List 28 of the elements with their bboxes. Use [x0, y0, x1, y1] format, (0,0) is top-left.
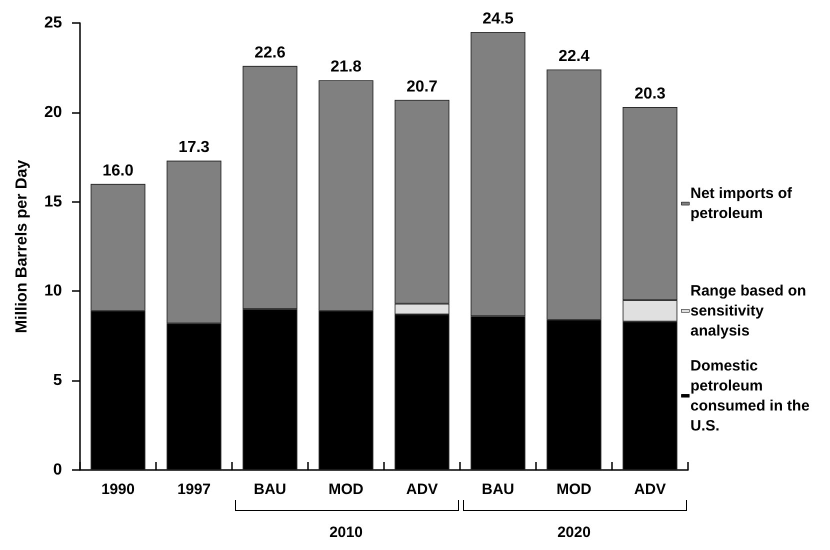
y-axis-title: Million Barrels per Day	[14, 160, 30, 334]
y-tick-label: 15	[44, 193, 62, 210]
total-label: 16.0	[102, 162, 134, 180]
total-label: 24.5	[482, 10, 514, 28]
total-label: 20.7	[406, 78, 438, 96]
x-tick-label: 1990	[101, 481, 135, 498]
text: 2010	[329, 524, 363, 541]
x-tick-label: 1997	[177, 481, 211, 498]
x-tick-label: ADV	[406, 481, 438, 498]
y-tick-label: 25	[44, 14, 62, 32]
total-label: 20.3	[634, 86, 666, 103]
x-tick-label: ADV	[634, 481, 666, 498]
total-label: 22.4	[558, 48, 590, 65]
y-tick-label: 10	[44, 282, 62, 300]
y-tick-label: 5	[53, 372, 62, 390]
legend-label: Range based on sensitivity analysis	[690, 282, 810, 340]
total-label: 17.3	[178, 139, 210, 156]
y-tick-label: 0	[53, 462, 62, 478]
x-tick-label: MOD	[556, 481, 592, 498]
x-tick-label: BAU	[482, 481, 514, 498]
legend-label: Net imports of petroleum	[690, 185, 796, 222]
y-tick-label: 20	[44, 104, 62, 121]
total-label: 21.8	[330, 58, 362, 76]
total-label: 22.6	[254, 44, 286, 62]
text: 2020	[557, 524, 591, 541]
x-tick-label: BAU	[254, 481, 286, 498]
legend-label: Domestic petroleum consumed in the U.S.	[690, 357, 814, 434]
x-tick-label: MOD	[328, 481, 364, 498]
